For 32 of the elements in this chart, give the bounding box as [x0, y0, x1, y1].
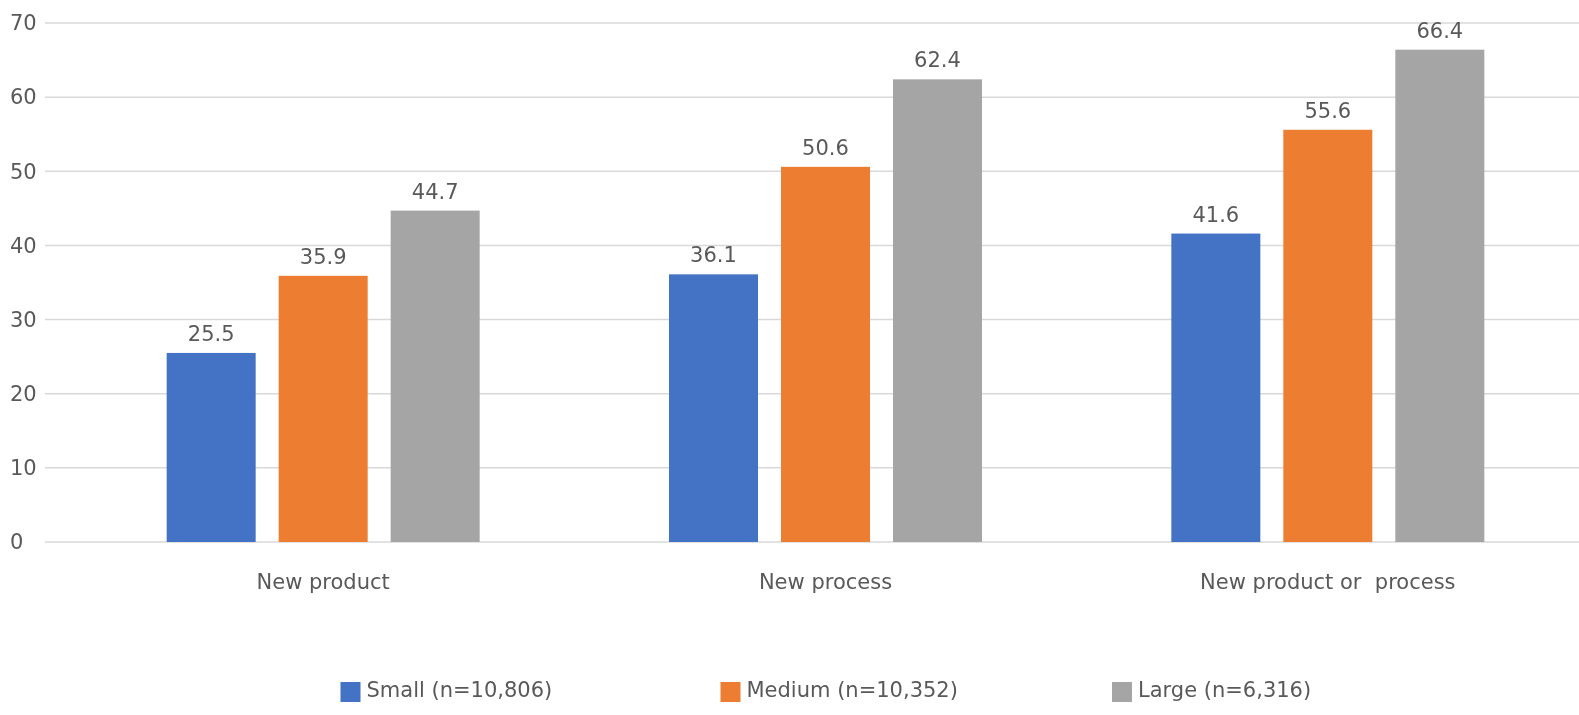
bar	[669, 274, 758, 542]
data-label: 36.1	[690, 243, 737, 268]
y-tick-label: 50	[10, 159, 37, 184]
bar	[166, 352, 256, 542]
data-label: 41.6	[1192, 202, 1240, 227]
legend-label: Small (n=10,806)	[366, 678, 553, 702]
y-tick-label: 10	[10, 456, 37, 481]
bar	[781, 166, 870, 542]
y-tick-label: 40	[10, 233, 37, 258]
data-label: 66.4	[1416, 18, 1464, 43]
legend-label: Medium (n=10,352)	[746, 678, 958, 702]
x-tick-label: New product or process	[1200, 570, 1456, 594]
bar	[390, 210, 480, 542]
bar	[1283, 129, 1373, 542]
data-label: 25.5	[187, 321, 235, 346]
bar	[1171, 233, 1261, 542]
x-tick-label: New process	[758, 570, 893, 594]
data-label: 35.9	[299, 244, 347, 269]
y-tick-label: 30	[10, 307, 37, 332]
y-tick-label: 0	[10, 530, 24, 555]
data-label: 44.7	[411, 179, 459, 204]
bar	[1395, 49, 1485, 542]
data-label: 50.6	[802, 135, 849, 160]
y-tick-label: 70	[10, 11, 37, 36]
bar	[278, 275, 368, 542]
data-label: 62.4	[914, 48, 961, 73]
x-tick-label: New product	[256, 570, 390, 594]
y-tick-label: 60	[10, 85, 37, 110]
legend-label: Large (n=6,316)	[1138, 678, 1312, 702]
y-tick-label: 20	[10, 382, 37, 407]
data-label: 55.6	[1304, 98, 1352, 123]
bar	[893, 79, 982, 542]
